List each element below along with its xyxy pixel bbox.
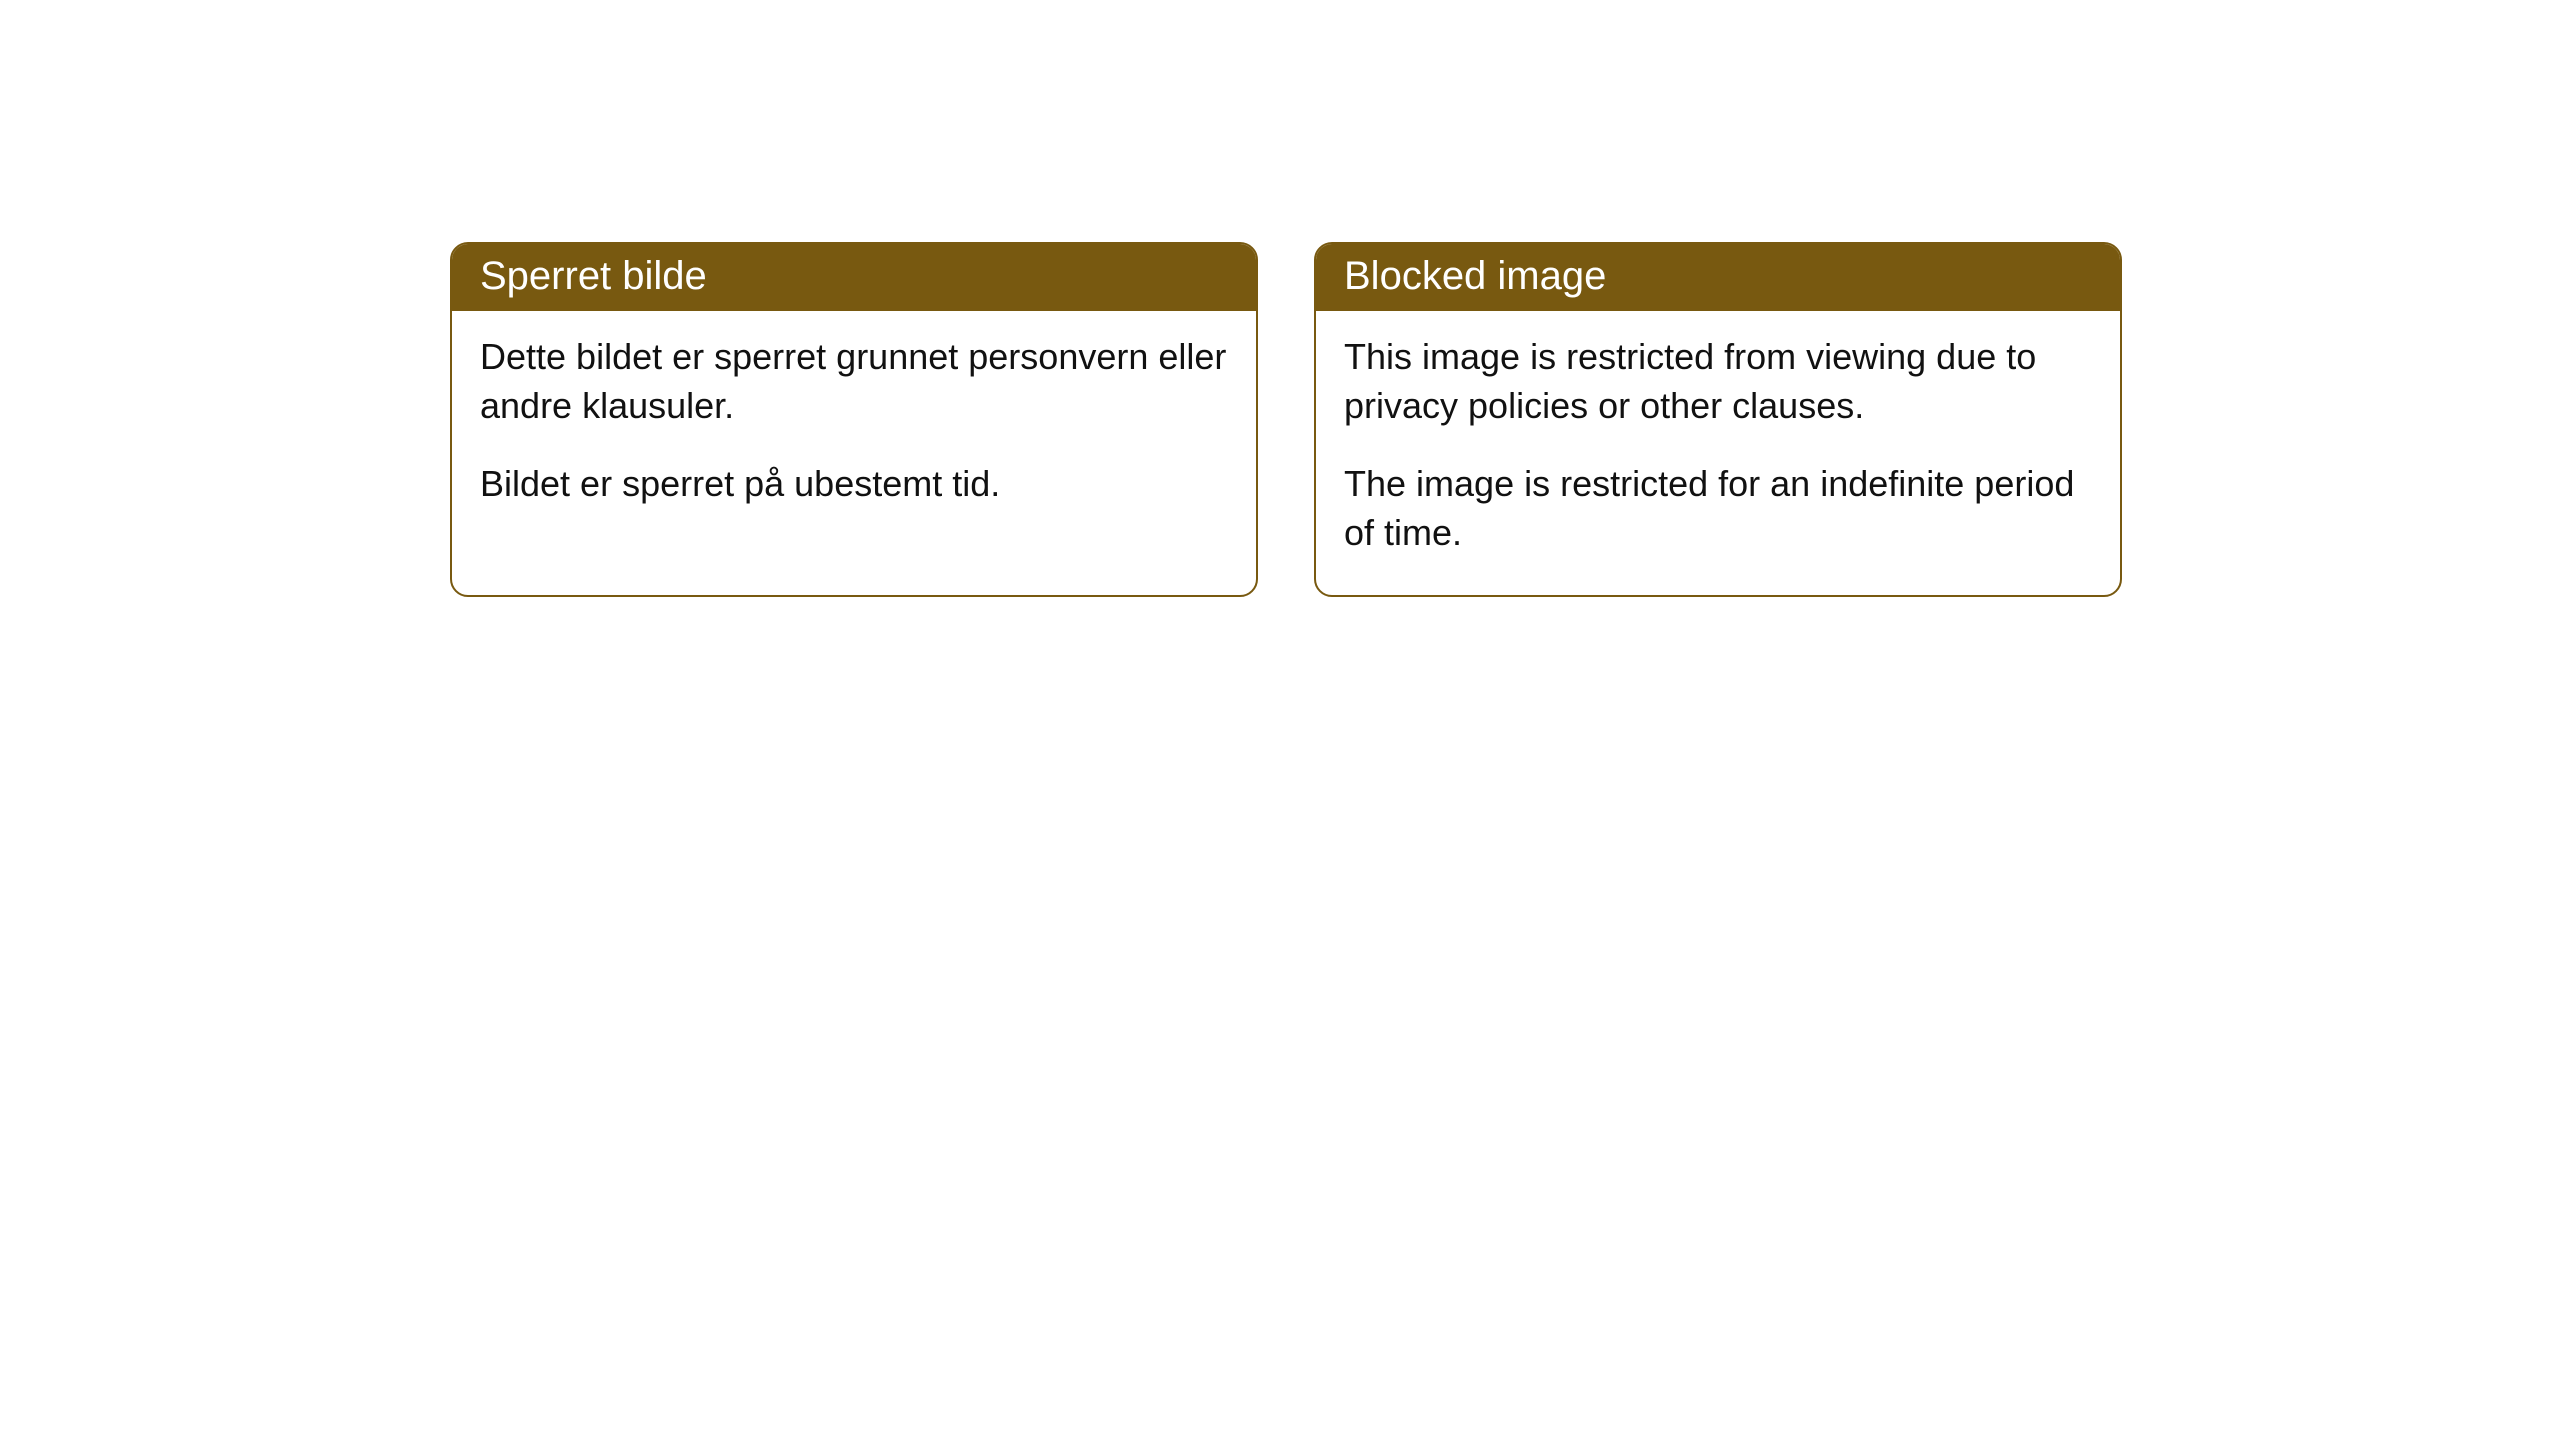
card-title: Blocked image bbox=[1316, 244, 2120, 311]
notice-card-english: Blocked image This image is restricted f… bbox=[1314, 242, 2122, 597]
card-paragraph: Dette bildet er sperret grunnet personve… bbox=[480, 333, 1228, 430]
card-body: This image is restricted from viewing du… bbox=[1316, 311, 2120, 595]
card-paragraph: Bildet er sperret på ubestemt tid. bbox=[480, 460, 1228, 509]
card-paragraph: This image is restricted from viewing du… bbox=[1344, 333, 2092, 430]
card-body: Dette bildet er sperret grunnet personve… bbox=[452, 311, 1256, 547]
notice-container: Sperret bilde Dette bildet er sperret gr… bbox=[450, 242, 2122, 597]
card-title: Sperret bilde bbox=[452, 244, 1256, 311]
notice-card-norwegian: Sperret bilde Dette bildet er sperret gr… bbox=[450, 242, 1258, 597]
card-paragraph: The image is restricted for an indefinit… bbox=[1344, 460, 2092, 557]
